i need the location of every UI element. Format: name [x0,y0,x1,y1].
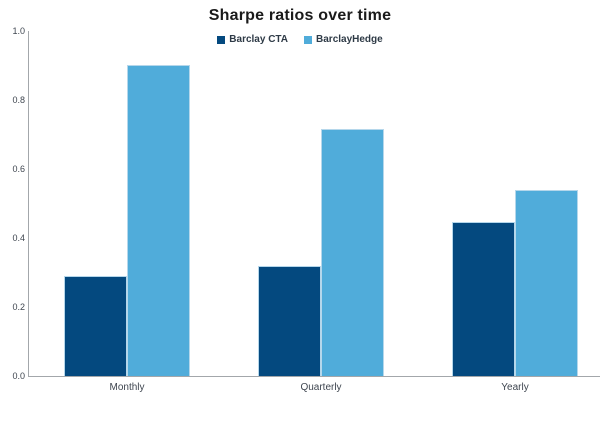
y-tick-label: 0.4 [12,233,25,243]
y-tick-label: 0.8 [12,95,25,105]
x-axis-category-label: Monthly [109,382,145,393]
x-axis-category-label: Yearly [501,382,529,393]
bar-barclayhedge-monthly [127,65,190,376]
y-tick-label: 0.6 [12,164,25,174]
bar-barclay-cta-monthly [64,276,127,376]
bar-barclayhedge-quarterly [321,129,384,376]
x-axis-line [28,376,600,377]
y-tick-label: 0.2 [12,302,25,312]
bar-barclay-cta-quarterly [258,266,321,376]
legend-label: Barclay CTA [229,34,289,45]
legend-item-barclayhedge: BarclayHedge [304,34,383,45]
legend-label: BarclayHedge [316,34,383,45]
y-tick-label: 0.0 [12,371,25,381]
bar-barclayhedge-yearly [515,190,578,376]
chart-title: Sharpe ratios over time [208,7,392,24]
legend-swatch-icon [217,35,226,44]
y-tick-label: 1.0 [12,26,25,36]
bar-barclay-cta-yearly [452,222,515,376]
legend-item-barclay-cta: Barclay CTA [217,34,288,45]
legend-swatch-icon [304,35,313,44]
x-axis-category-label: Quarterly [300,382,342,393]
y-axis-line [28,31,29,377]
legend: Barclay CTA BarclayHedge [0,34,600,45]
